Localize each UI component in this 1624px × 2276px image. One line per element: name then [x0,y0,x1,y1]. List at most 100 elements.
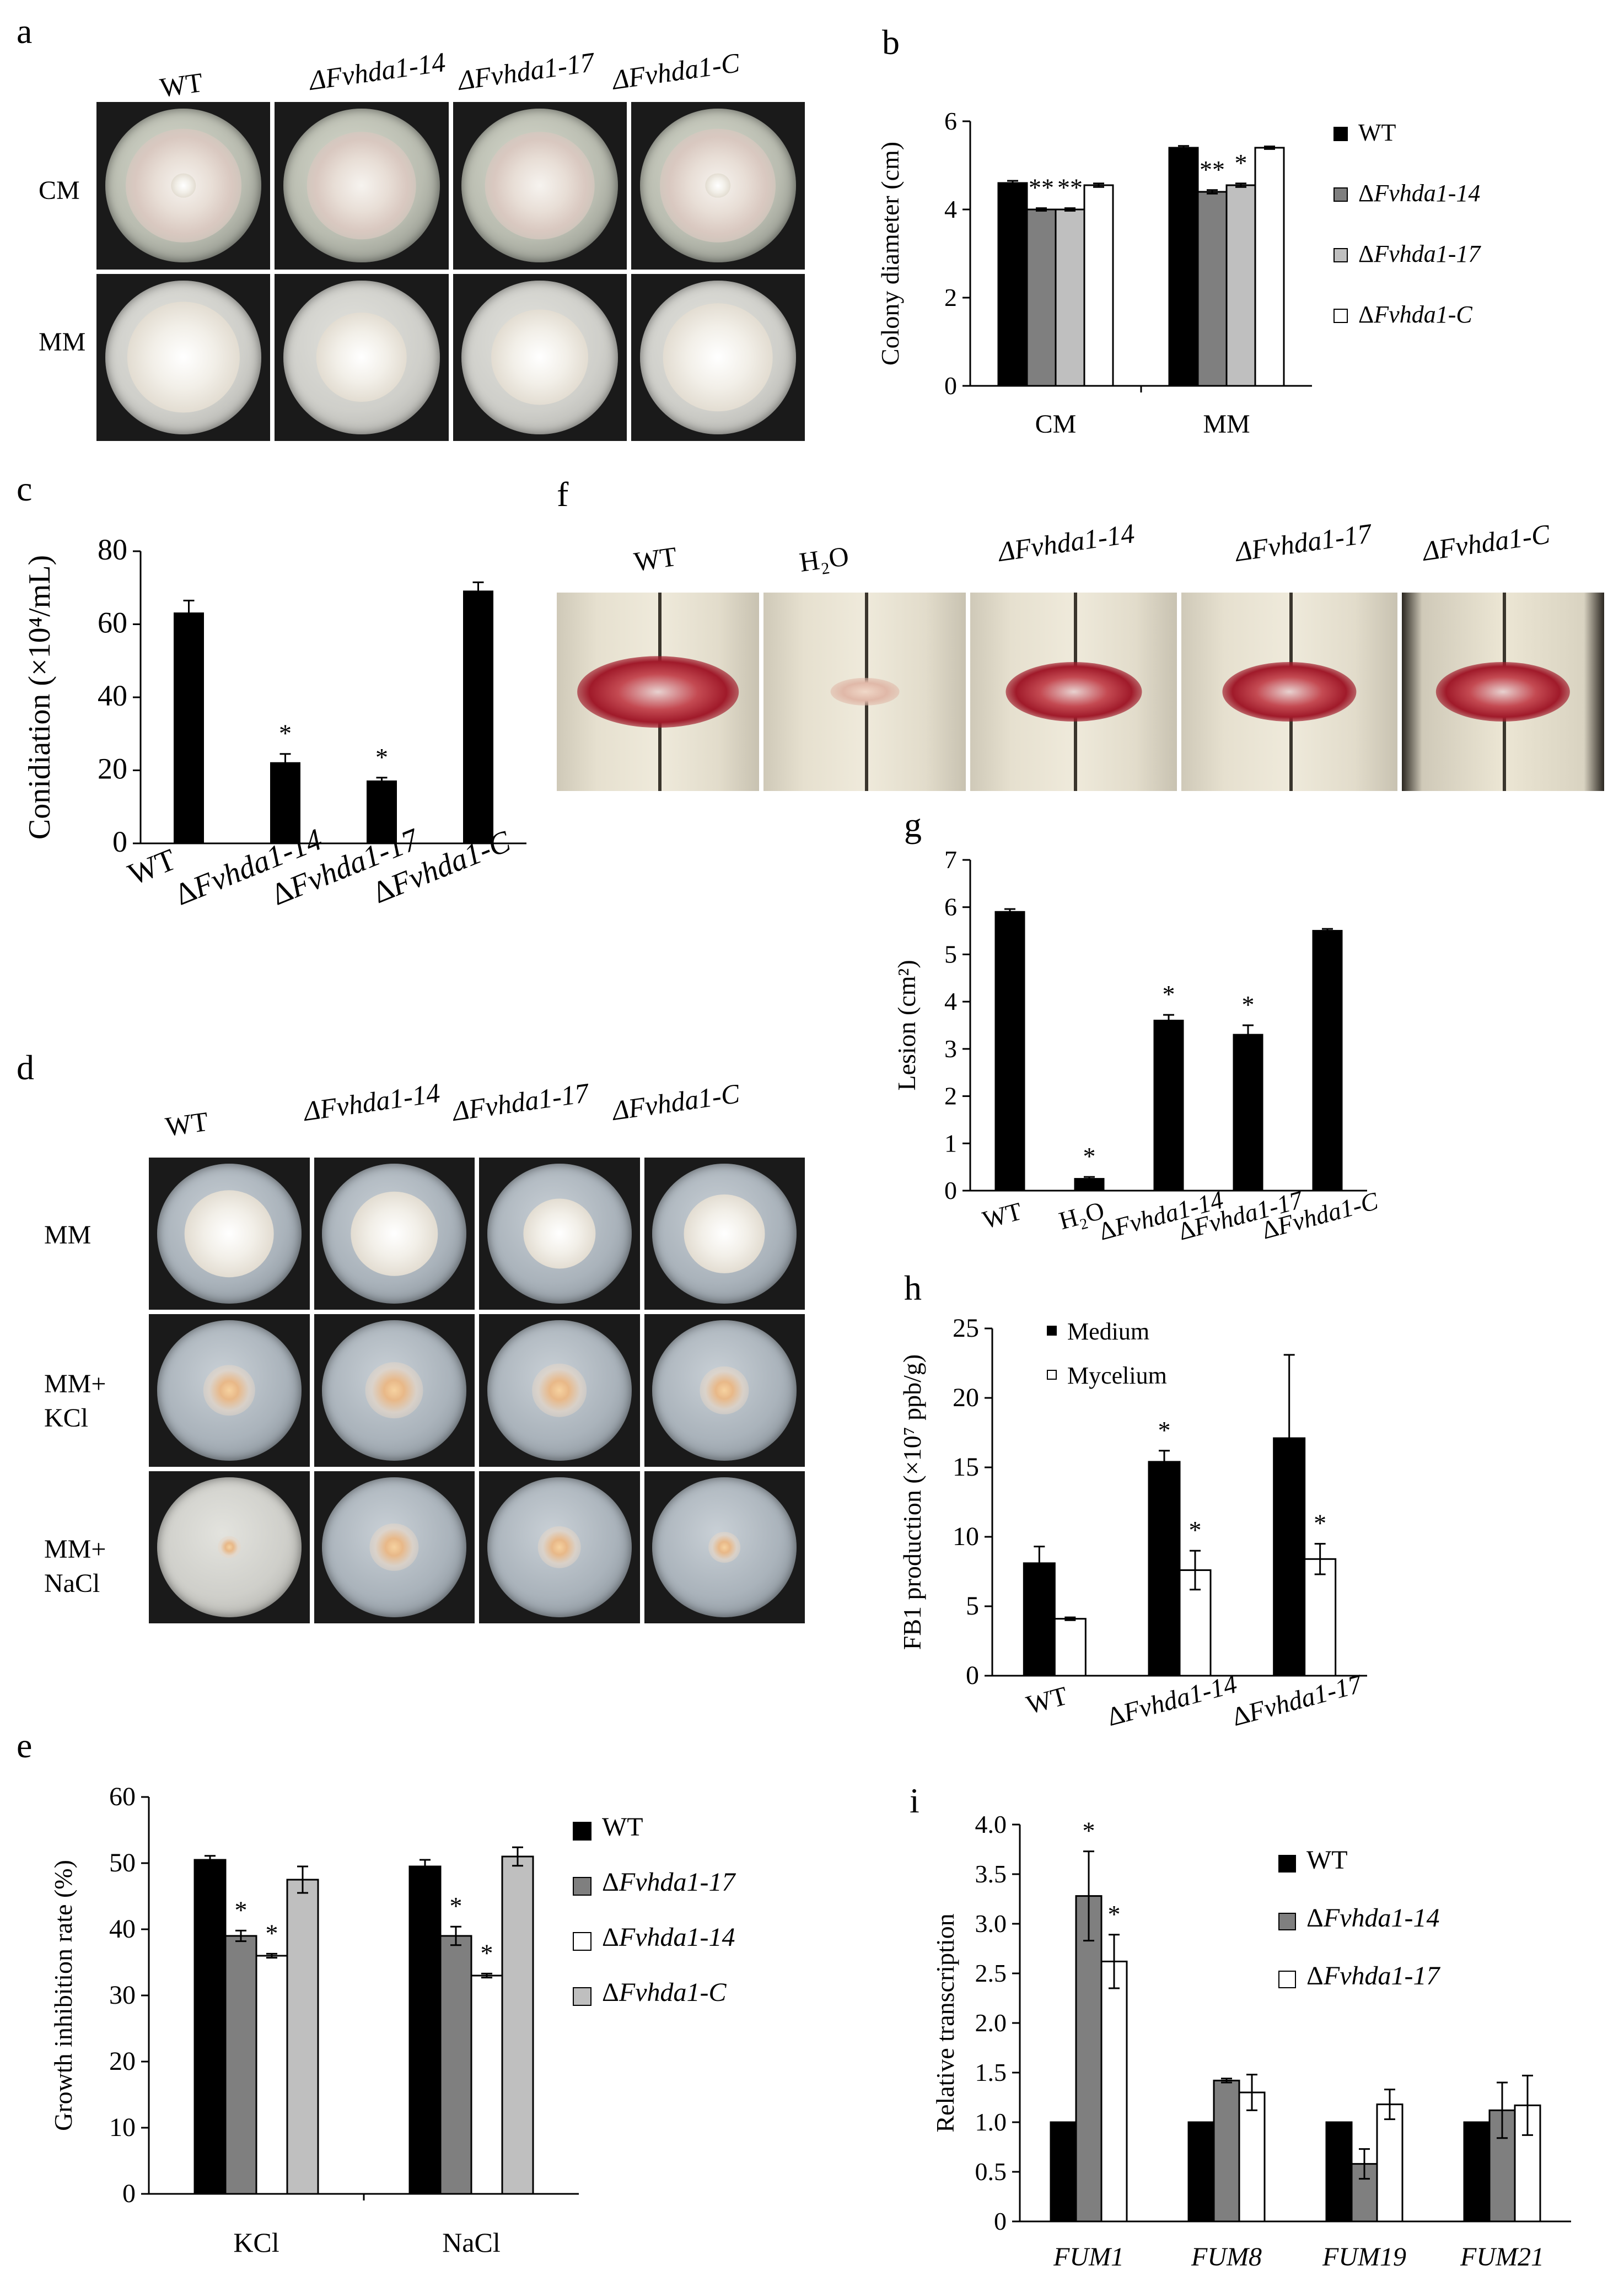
legend-swatch [573,1987,591,2006]
y-tick-label: 2 [944,283,957,311]
y-axis-label: Growth inhibition rate (%) [49,1860,77,2131]
panel-d-row-label: MM+ KCl [44,1369,106,1433]
y-tick-label: 0 [966,1661,979,1690]
legend-swatch [573,1877,591,1896]
legend-label: ΔFvhda1-C [602,1978,727,2007]
x-tick-label: FUM19 [1322,2242,1406,2271]
panel-a-plate-grid [96,102,805,441]
bar [1083,184,1114,387]
bar [994,911,1025,1192]
bar [1225,184,1256,387]
bar [255,1955,288,2195]
y-tick-label: 4 [944,987,957,1015]
legend-swatch [1278,1971,1296,1988]
bar [1238,2091,1266,2223]
bar [1254,147,1285,387]
y-tick-label: 20 [953,1383,979,1412]
bar [270,762,300,844]
bar [470,1974,503,2195]
y-tick-label: 50 [109,1848,136,1877]
legend-swatch [1278,1855,1296,1873]
y-tick-label: 4.0 [975,1810,1007,1838]
bar [1213,2079,1240,2223]
panel-a-col-label: ΔFvhda1-C [610,47,741,95]
panel-a-col-label: WT [158,66,205,104]
panel-f-col-label: ΔFvhda1-14 [996,517,1137,568]
bar [1026,208,1057,387]
y-tick-label: 2 [944,1082,957,1110]
significance-mark: * [1314,1509,1326,1537]
y-tick-label: 20 [109,2047,136,2076]
panel-d-row-label: MM [44,1220,92,1250]
y-tick-label: 0 [994,2207,1007,2235]
legend-label: WT [1358,119,1396,146]
y-tick-label: 40 [109,1914,136,1944]
plate-photo [644,1314,805,1467]
legend-label: ΔFvhda1-17 [1306,1961,1440,1990]
legend-label: WT [602,1812,643,1842]
y-tick-label: 0 [122,2179,136,2208]
bar [224,1935,257,2195]
panel-f-stem-grid [557,593,1604,791]
y-tick-label: 3.0 [975,1909,1007,1938]
legend-label: Medium [1067,1318,1149,1345]
bar [501,1855,534,2195]
chart-h: 0 5 10 15 20 25 FB1 production (×10⁷ ppb/g) WT *… [898,1314,1367,1732]
bar [1304,1558,1337,1677]
y-tick-label: 0 [112,825,127,858]
significance-mark: * [450,1892,463,1920]
plate-photo [275,102,449,270]
bar [1168,147,1199,387]
y-tick-label: 5 [944,940,957,968]
significance-mark: * [266,1919,278,1947]
panel-d-col-label: ΔFvhda1-14 [302,1077,442,1127]
y-tick-label: 6 [944,893,957,921]
y-tick-label: 20 [98,752,127,785]
y-tick-label: 1.0 [975,2108,1007,2136]
significance-mark: * [1189,1516,1202,1544]
legend-label: ΔFvhda1-17 [602,1868,736,1897]
x-tick-label: FUM8 [1191,2242,1262,2271]
plate-photo [314,1314,475,1467]
y-tick-label: 10 [109,2113,136,2142]
plate-photo [314,1158,475,1310]
panel-letter-g: g [904,805,922,844]
significance-mark: ** [1200,155,1225,184]
y-tick-label: 7 [944,846,957,874]
y-tick-label: 10 [953,1522,979,1551]
chart-i: 0 0.5 1.0 1.5 2.0 2.5 3.0 3.5 4.0 Relative transc… [931,1810,1571,2271]
panel-a-col-label: ΔFvhda1-17 [456,46,596,96]
plate-photo [631,102,805,270]
legend-label: ΔFvhda1-14 [602,1923,735,1952]
y-axis-label: Conidiation (×10⁴/mL) [23,555,57,840]
bar [1148,1461,1181,1677]
legend-swatch [1333,127,1348,141]
panel-d-row-label: MM+ NaCl [44,1535,106,1598]
significance-mark: * [1163,980,1175,1008]
y-tick-label: 3.5 [975,1860,1007,1888]
y-tick-label: 0 [944,1176,957,1204]
panel-d-col-label: ΔFvhda1-C [610,1078,741,1126]
x-tick-label: FUM1 [1053,2242,1124,2271]
y-tick-label: 1 [944,1129,957,1157]
y-tick-label: 3 [944,1035,957,1063]
bar [1376,2103,1403,2223]
y-tick-label: 0 [944,372,957,400]
significance-mark: * [1242,991,1255,1019]
y-tick-label: 60 [98,606,127,639]
y-tick-label: 30 [109,1981,136,2010]
significance-mark: * [279,719,292,747]
plate-photo [149,1471,310,1623]
legend-swatch [573,1932,591,1951]
panel-d-col-label: WT [163,1105,211,1143]
panel-letter-h: h [904,1268,922,1308]
legend-swatch [573,1822,591,1841]
bar [1312,930,1343,1192]
y-tick-label: 4 [944,195,957,223]
legend-label: Mycelium [1067,1362,1167,1389]
panel-f-col-label: ΔFvhda1-C [1421,518,1552,567]
bar [463,590,493,844]
plate-photo [644,1471,805,1623]
stem-photo [557,593,760,791]
